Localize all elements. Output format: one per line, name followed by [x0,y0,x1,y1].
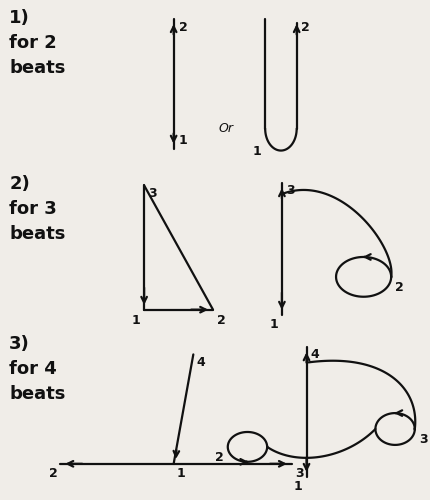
Text: 1: 1 [252,144,261,158]
Text: 2: 2 [395,281,404,294]
Text: 3: 3 [419,433,427,446]
Text: 2: 2 [178,22,187,35]
Text: 2: 2 [217,314,226,326]
Text: 4: 4 [310,348,319,362]
Text: 4: 4 [196,356,205,370]
Text: 3: 3 [286,184,295,198]
Text: 1)
for 2
beats: 1) for 2 beats [9,10,66,78]
Text: 2: 2 [49,467,58,480]
Text: 3: 3 [295,467,303,480]
Text: 1: 1 [269,318,278,330]
Text: 2: 2 [301,22,309,35]
Text: Or: Or [218,122,233,135]
Text: 1: 1 [132,314,140,326]
Text: 1: 1 [178,134,187,146]
Text: 1: 1 [177,467,185,480]
Text: 2: 2 [215,451,224,464]
Text: 3: 3 [148,188,157,200]
Text: 3)
for 4
beats: 3) for 4 beats [9,334,66,402]
Text: 2)
for 3
beats: 2) for 3 beats [9,176,66,244]
Text: 1: 1 [294,480,303,492]
